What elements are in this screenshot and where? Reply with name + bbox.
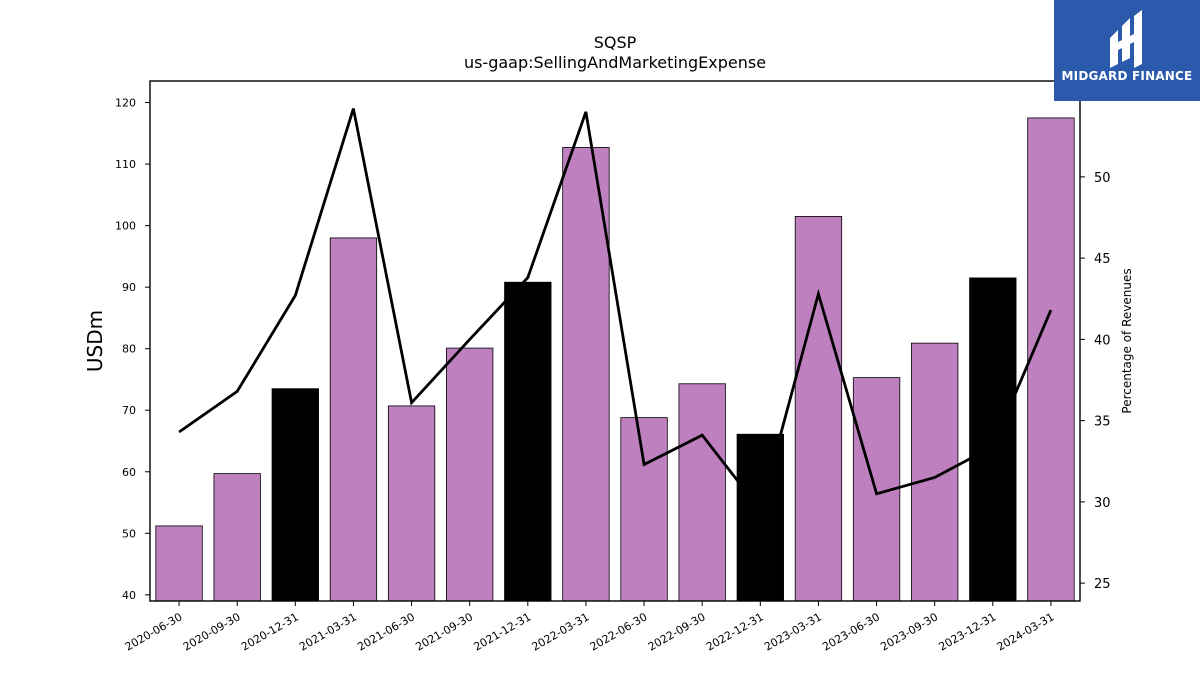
x-tick-label-2021-09-30: 2021-09-30: [413, 610, 475, 653]
bar-2021-03-31: [329, 237, 378, 602]
company-logo: MIDGARD FINANCE: [1054, 0, 1200, 101]
bar-2022-06-30: [620, 417, 668, 602]
bar-2023-12-31: [969, 277, 1017, 602]
bar-2022-12-31: [736, 433, 784, 602]
y-tick-label-80: 80: [122, 343, 136, 356]
x-tick-label-2023-09-30: 2023-09-30: [878, 610, 940, 653]
logo-mark-icon: [1110, 10, 1142, 68]
bar-2022-09-30: [678, 383, 726, 602]
y2-tick-label-50: 50: [1094, 171, 1111, 186]
y2-tick-label-30: 30: [1094, 496, 1111, 511]
bar-2021-06-30: [387, 405, 436, 602]
bar-2020-09-30: [213, 473, 261, 602]
bar-2021-12-31: [504, 281, 552, 602]
y-tick-label-70: 70: [122, 404, 136, 417]
y2-tick-label-45: 45: [1094, 252, 1111, 267]
logo-text: MIDGARD FINANCE: [1061, 69, 1193, 83]
y-tick-label-120: 120: [115, 97, 136, 110]
x-tick-label-2021-12-31: 2021-12-31: [471, 610, 533, 653]
plot-frame: [149, 80, 1081, 602]
y-tick-label-100: 100: [115, 220, 136, 233]
bar-2024-03-31: [1027, 117, 1075, 602]
bar-2021-09-30: [446, 347, 494, 602]
x-tick-label-2022-12-31: 2022-12-31: [704, 610, 766, 653]
x-tick-label-2023-12-31: 2023-12-31: [936, 610, 998, 653]
bar-2023-09-30: [911, 342, 959, 602]
x-tick-label-2023-06-30: 2023-06-30: [820, 610, 882, 653]
chart-subtitle: us-gaap:SellingAndMarketingExpense: [463, 53, 767, 72]
y-axis-label: USDm: [83, 310, 107, 372]
x-tick-label-2023-03-31: 2023-03-31: [762, 610, 824, 653]
x-tick-label-2021-06-30: 2021-06-30: [355, 610, 417, 653]
x-tick-label-2022-03-31: 2022-03-31: [530, 610, 592, 653]
y2-tick-label-25: 25: [1094, 577, 1111, 592]
x-tick-label-2020-09-30: 2020-09-30: [181, 610, 243, 653]
bar-2020-12-31: [271, 388, 319, 602]
y-tick-label-50: 50: [122, 527, 136, 540]
x-tick-label-2022-06-30: 2022-06-30: [588, 610, 650, 653]
x-tick-label-2022-09-30: 2022-09-30: [646, 610, 708, 653]
y2-tick-label-35: 35: [1094, 415, 1111, 430]
x-tick-label-2020-12-31: 2020-12-31: [239, 610, 301, 653]
x-tick-label-2024-03-31: 2024-03-31: [995, 610, 1057, 653]
bar-2022-03-31: [562, 147, 610, 602]
chart-title: SQSP: [593, 33, 637, 52]
x-tick-label-2020-06-30: 2020-06-30: [123, 610, 185, 653]
y-tick-label-110: 110: [115, 158, 136, 171]
y-tick-label-90: 90: [122, 281, 136, 294]
bar-2023-03-31: [794, 215, 843, 602]
line-series: [178, 108, 1053, 514]
bar-2020-06-30: [155, 525, 203, 602]
y-tick-label-60: 60: [122, 466, 136, 479]
y2-tick-label-40: 40: [1094, 333, 1111, 348]
y-tick-label-40: 40: [122, 589, 136, 602]
y2-axis-label: Percentage of Revenues: [1120, 268, 1134, 413]
x-tick-label-2021-03-31: 2021-03-31: [297, 610, 359, 653]
